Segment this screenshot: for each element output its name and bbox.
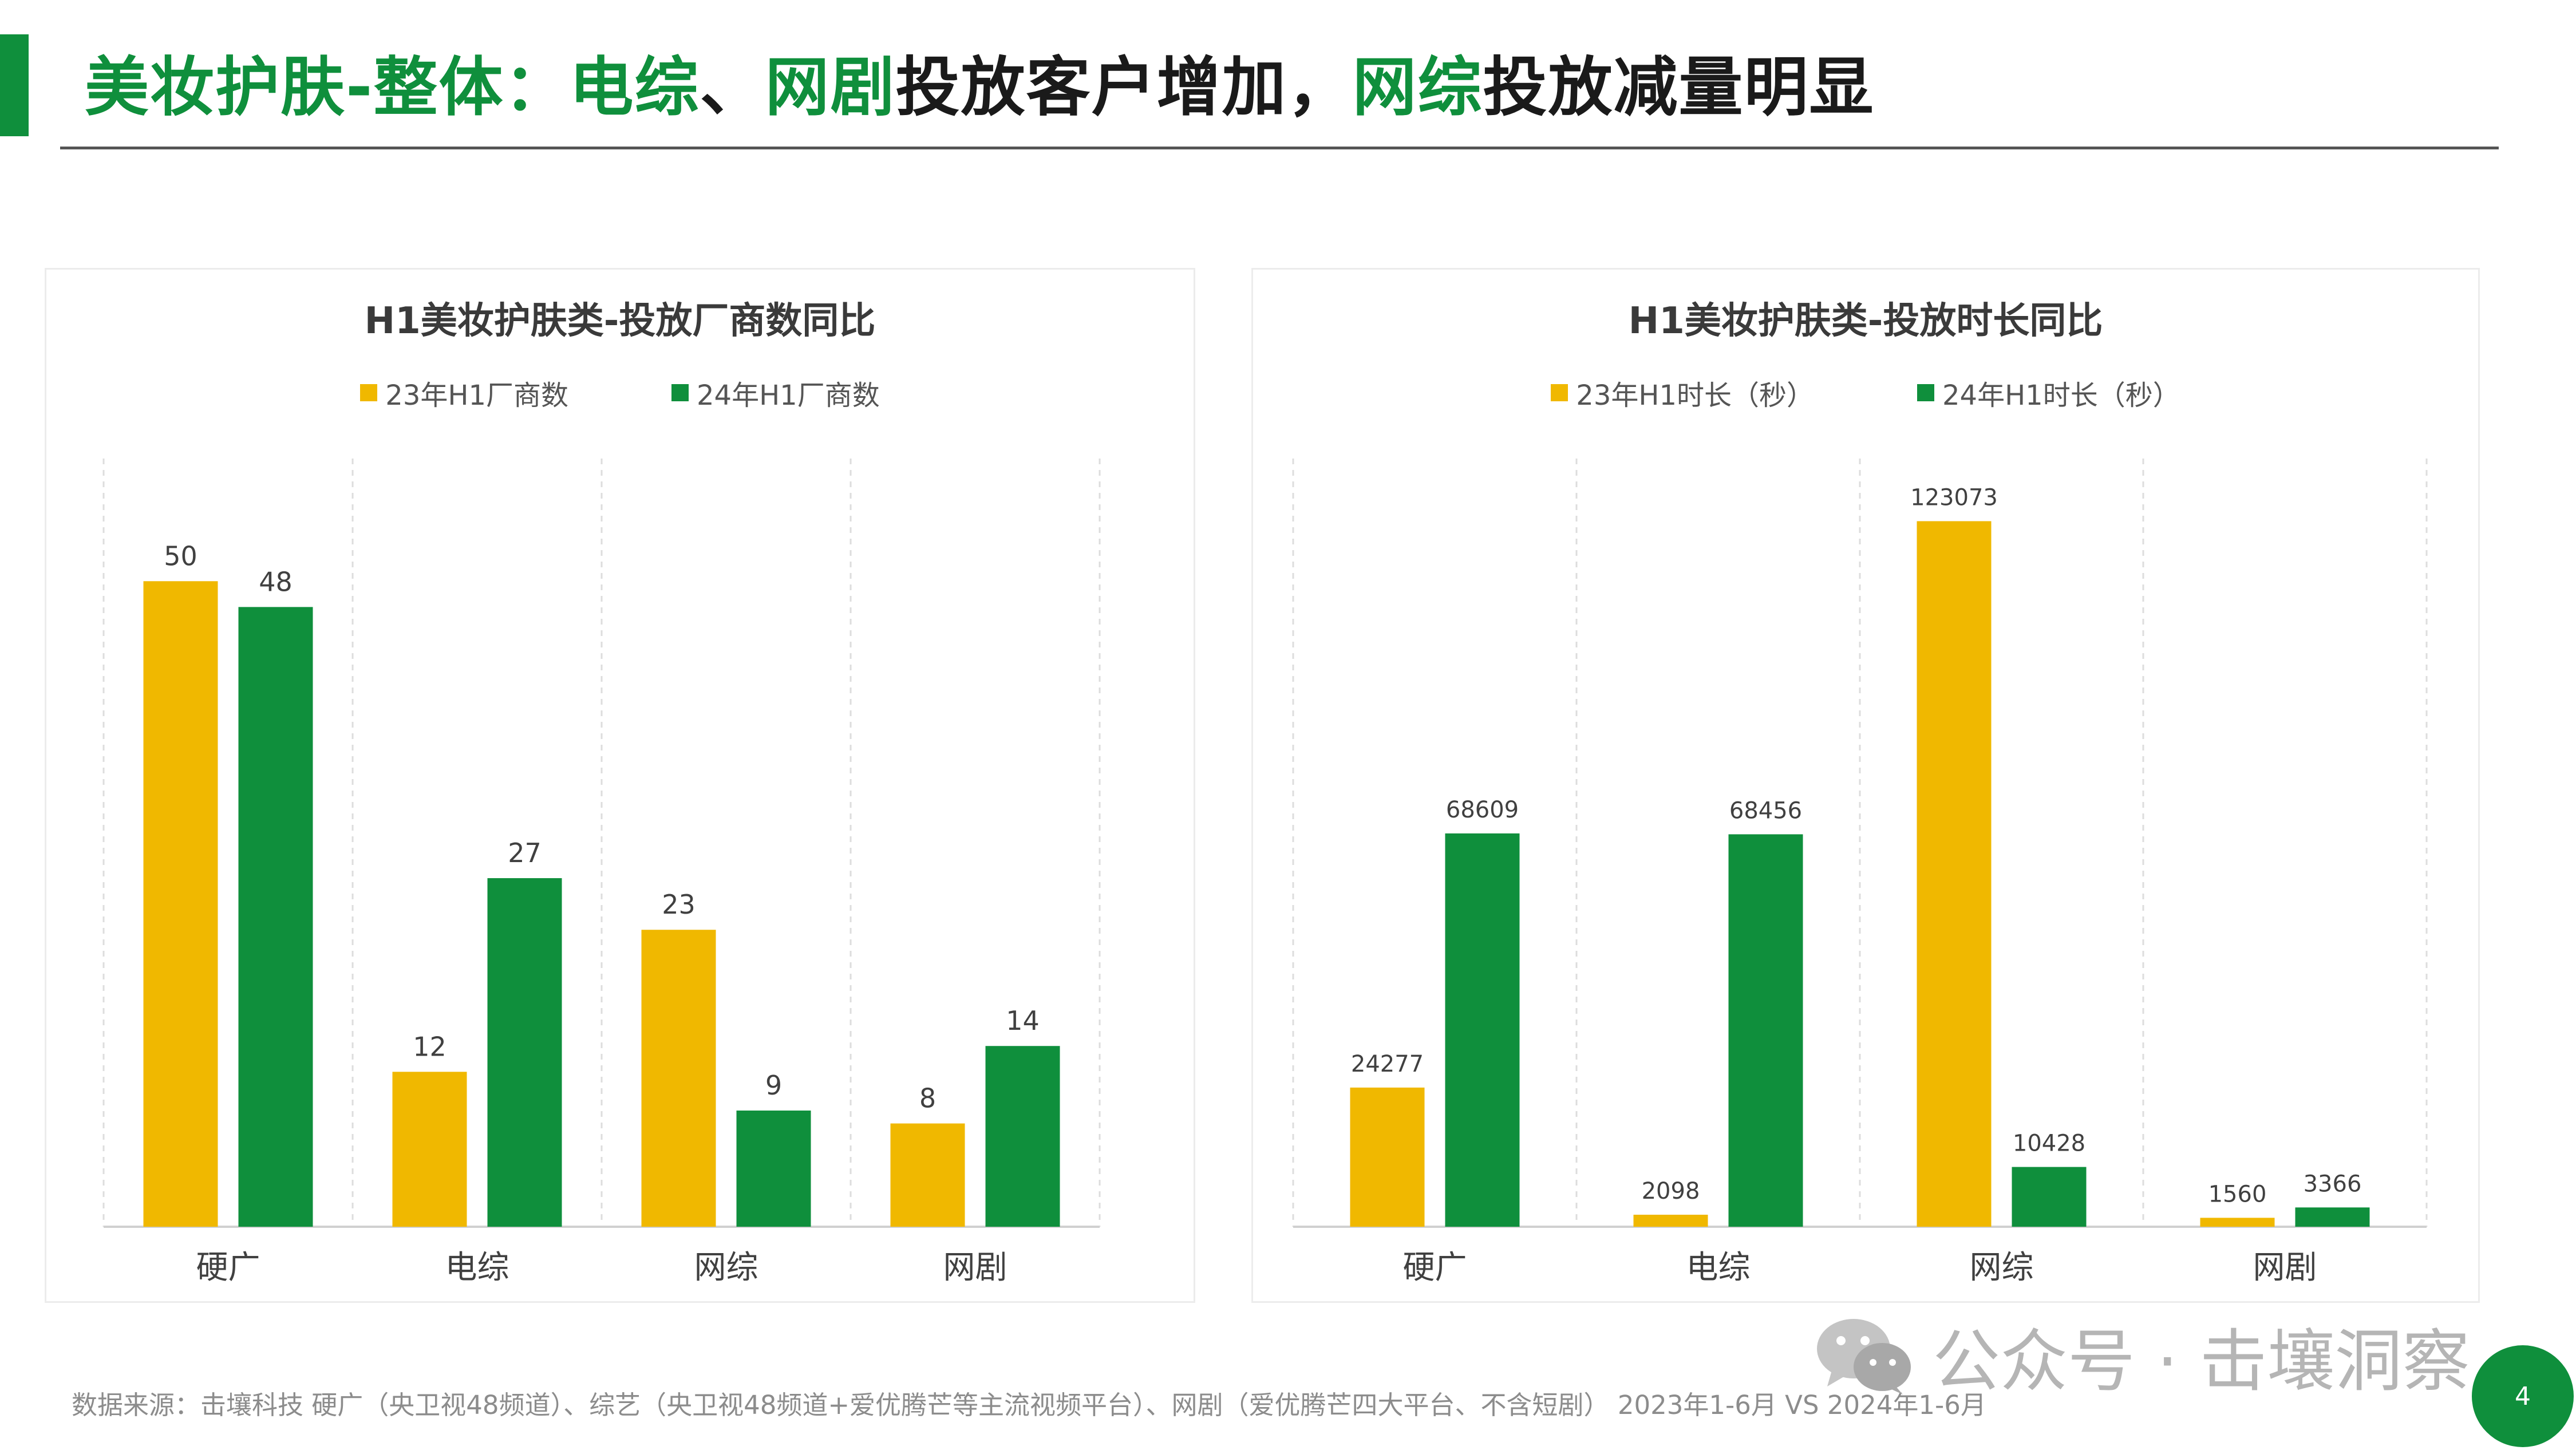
legend-item-2024: 24年H1厂商数: [671, 373, 880, 413]
category-label: 电综: [1686, 1249, 1751, 1286]
data-label: 27: [508, 837, 542, 868]
legend-swatch-2023: [1551, 384, 1568, 401]
page-title: 美妆护肤-整体：电综、网剧投放客户增加，网综投放减量明显: [85, 45, 1874, 131]
bar-chart-duration: 24277 68609 硬广 2098 68456 电综 123073 10428 网综 1560…: [1292, 459, 2428, 1286]
legend-swatch-2024: [671, 384, 689, 401]
data-source-note: 数据来源：击壤科技 硬广（央卫视48频道）、综艺（央卫视48频道+爱优腾芒等主流…: [72, 1390, 1986, 1420]
legend-label-2023: 23年H1时长（秒）: [1576, 380, 1814, 412]
bar-2024-1: [1728, 834, 1803, 1227]
bar-2024-0: [238, 607, 313, 1227]
bar-2024-2: [2012, 1167, 2087, 1227]
page-number: 4: [2472, 1345, 2574, 1447]
data-label: 68609: [1446, 797, 1519, 823]
bar-2024-1: [487, 878, 562, 1227]
data-label: 23: [662, 889, 696, 920]
bar-2023-0: [143, 581, 218, 1227]
title-accent-bar: [0, 34, 29, 136]
legend-label-2023: 23年H1厂商数: [385, 380, 568, 412]
data-label: 9: [765, 1070, 782, 1101]
bar-2024-2: [736, 1111, 811, 1227]
data-label: 48: [259, 566, 293, 597]
data-label: 12: [413, 1031, 447, 1062]
legend-label-2024: 24年H1时长（秒）: [1942, 380, 2180, 412]
bar-2023-2: [1917, 521, 1992, 1227]
bar-2023-2: [641, 930, 716, 1227]
bar-2023-3: [890, 1123, 965, 1227]
data-label: 1560: [2208, 1181, 2267, 1207]
title-part: 投放客户增加，: [895, 50, 1353, 125]
legend-item-2023: 23年H1厂商数: [360, 373, 568, 413]
legend-item-2024: 24年H1时长（秒）: [1917, 373, 2180, 413]
data-label: 2098: [1642, 1178, 1700, 1204]
watermark-text: 公众号 · 击壤洞察: [1933, 1322, 2470, 1401]
data-label: 50: [164, 540, 197, 571]
title-part: 网综: [1352, 50, 1483, 125]
data-label: 68456: [1729, 797, 1802, 824]
category-label: 硬广: [1403, 1249, 1467, 1286]
data-label: 3366: [2304, 1171, 2362, 1197]
chart-panel-vendor-count: H1美妆护肤类-投放厂商数同比 23年H1厂商数 24年H1厂商数 50 48 硬广…: [45, 268, 1195, 1303]
watermark: 公众号 · 击壤洞察: [1815, 1306, 2470, 1404]
bar-2023-1: [392, 1072, 467, 1227]
chart-panel-duration: H1美妆护肤类-投放时长同比 23年H1时长（秒） 24年H1时长（秒） 242…: [1251, 268, 2480, 1303]
legend-swatch-2024: [1917, 384, 1934, 401]
category-label: 网综: [694, 1249, 758, 1286]
data-label: 8: [919, 1083, 936, 1114]
bar-2024-0: [1445, 833, 1520, 1227]
chart-legend: 23年H1时长（秒） 24年H1时长（秒）: [1253, 373, 2478, 413]
bar-2024-3: [2295, 1207, 2370, 1227]
data-label: 10428: [2013, 1131, 2085, 1157]
bar-2024-3: [985, 1046, 1060, 1227]
category-label: 硬广: [196, 1249, 260, 1286]
category-label: 网剧: [2253, 1249, 2317, 1286]
legend-item-2023: 23年H1时长（秒）: [1551, 373, 1814, 413]
data-label: 24277: [1351, 1051, 1424, 1077]
title-part: 、: [700, 50, 765, 125]
bar-2023-3: [2200, 1218, 2275, 1227]
chart-legend: 23年H1厂商数 24年H1厂商数: [46, 373, 1194, 413]
title-part: 电综: [569, 50, 700, 125]
title-part: 美妆护肤-整体：: [85, 50, 570, 125]
data-label: 14: [1006, 1005, 1040, 1036]
title-part: 网剧: [765, 50, 896, 125]
data-label: 123073: [1910, 484, 1998, 511]
title-divider: [60, 147, 2499, 149]
category-label: 网剧: [943, 1249, 1008, 1286]
chart-title: H1美妆护肤类-投放时长同比: [1628, 300, 2103, 342]
chart-title: H1美妆护肤类-投放厂商数同比: [364, 300, 876, 342]
bar-chart-vendor-count: 50 48 硬广 12 27 电综 23 9 网综 8 14 网剧: [102, 459, 1101, 1286]
legend-swatch-2023: [360, 384, 378, 401]
title-part: 投放减量明显: [1483, 50, 1875, 125]
legend-label-2024: 24年H1厂商数: [697, 380, 880, 412]
bar-2023-0: [1350, 1087, 1425, 1227]
bar-2023-1: [1633, 1214, 1708, 1227]
category-label: 电综: [445, 1249, 509, 1286]
wechat-icon: [1817, 1318, 1911, 1394]
category-label: 网综: [1970, 1249, 2034, 1286]
